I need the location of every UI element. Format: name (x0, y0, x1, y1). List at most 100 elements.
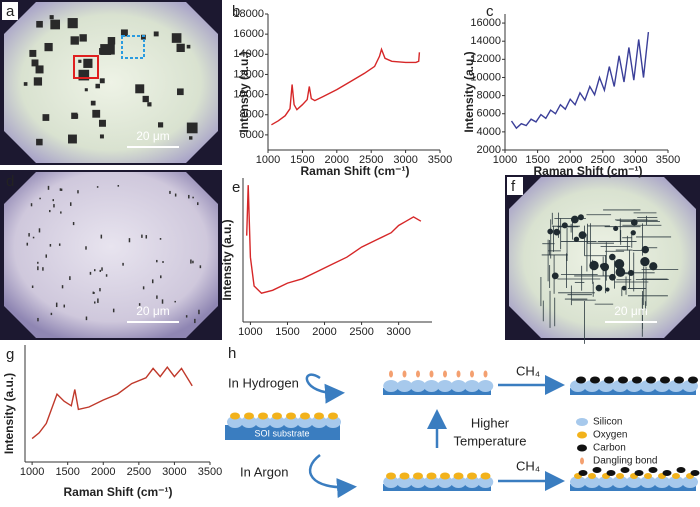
silicon-dome (423, 476, 440, 488)
defect (26, 242, 29, 246)
defect (85, 246, 87, 250)
panel-label: e (232, 179, 240, 196)
panel-label-bg (2, 2, 18, 20)
oxygen (230, 412, 240, 420)
defect (58, 243, 61, 246)
legend-label: Oxygen (593, 430, 627, 441)
defect (192, 260, 194, 264)
silicon-dome (410, 476, 426, 488)
defect (197, 202, 199, 206)
y-tick-label: 2000 (477, 144, 501, 156)
oxygen (616, 473, 624, 479)
defect (55, 302, 58, 308)
crystal (83, 58, 93, 68)
cluster (551, 272, 559, 280)
dangling-bond (389, 370, 393, 378)
defect (96, 186, 99, 188)
silicon-dome (450, 476, 467, 488)
crystal (90, 100, 96, 106)
y-tick-label: 12000 (470, 53, 501, 65)
defect (97, 298, 99, 303)
crystal (157, 122, 164, 128)
silicon-dome (477, 380, 494, 392)
crystal (140, 34, 146, 40)
dangling-bond (443, 370, 447, 378)
oxygen (272, 412, 282, 420)
scale-bar-label: 20 μm (614, 304, 648, 318)
defect (63, 304, 66, 308)
cluster (553, 228, 561, 236)
crystal (50, 19, 61, 30)
silicon-dome (437, 380, 453, 392)
cluster (595, 284, 603, 292)
defect (174, 300, 176, 303)
defect (99, 269, 102, 272)
spectrum-line (510, 32, 650, 130)
x-axis-title: Raman Shift (cm⁻¹) (63, 485, 172, 499)
crystal (68, 134, 77, 144)
condition-label: In Hydrogen (228, 375, 299, 390)
silicon-dome (668, 476, 684, 488)
defect (156, 259, 158, 263)
micrograph-field (509, 177, 696, 338)
crystal (42, 114, 50, 121)
defect (94, 269, 96, 272)
y-tick-label: 4000 (477, 126, 501, 138)
dangling-bond (456, 370, 461, 378)
oxygen (672, 473, 680, 479)
cluster (561, 222, 568, 229)
silicon-dome (227, 416, 243, 428)
defect (159, 238, 162, 240)
defect (72, 222, 75, 226)
y-axis-title: Intensity (a.u.) (237, 51, 251, 132)
micrograph-field (4, 172, 218, 338)
defect (99, 288, 101, 292)
carbon (690, 470, 700, 476)
crystal (104, 44, 115, 55)
x-tick-label: 2500 (349, 326, 373, 338)
defect (128, 238, 131, 243)
defect (61, 285, 64, 289)
carbon (688, 376, 698, 384)
y-axis-title: Intensity (a.u.) (220, 219, 234, 300)
x-tick-label: 1000 (238, 326, 262, 338)
carbon (648, 467, 658, 473)
defect (60, 211, 62, 214)
crystal (98, 119, 106, 127)
cluster (570, 215, 579, 224)
x-tick-label: 1000 (493, 154, 517, 166)
carbon (604, 376, 614, 384)
cluster (615, 267, 626, 277)
silicon-dome (612, 476, 628, 488)
cluster (649, 262, 658, 271)
defect (161, 299, 164, 304)
oxygen (440, 472, 450, 480)
defect (105, 274, 108, 277)
defect (45, 254, 47, 258)
y-tick-label: 14000 (233, 48, 264, 60)
y-tick-label: 16000 (470, 17, 501, 29)
panel-label: c (486, 3, 494, 20)
silicon-dome (255, 416, 271, 428)
legend-symbol (576, 418, 588, 426)
defect (112, 308, 115, 313)
crystal (186, 44, 191, 49)
carbon (676, 467, 686, 473)
x-tick-label: 2000 (312, 326, 336, 338)
silicon-dome (450, 380, 467, 392)
x-tick-label: 3500 (428, 154, 452, 166)
crystal (95, 83, 100, 89)
oxygen (644, 473, 652, 479)
panel-label: b (232, 3, 240, 20)
defect (69, 276, 71, 281)
carbon (620, 467, 630, 473)
crystal (73, 113, 79, 119)
defect (160, 275, 162, 279)
carbon (576, 376, 586, 384)
crystal (147, 102, 152, 107)
dangling-bond (402, 370, 407, 378)
silicon-dome (410, 380, 426, 392)
silicon-dome (297, 416, 313, 428)
crystal (78, 69, 90, 81)
panel-label: g (6, 346, 14, 363)
